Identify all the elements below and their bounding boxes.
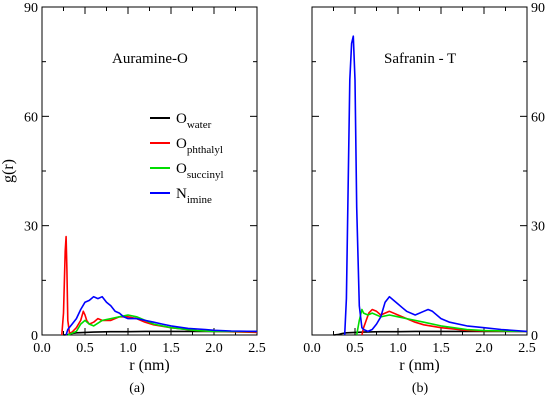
p1-series-line-2 [61, 235, 258, 336]
p2-y-tick-label: 30 [531, 220, 545, 235]
p1-x-axis-label: r (nm) [129, 357, 169, 374]
p1-x-tick-label: 0.5 [76, 341, 94, 356]
p2-x-tick-label: 0.0 [303, 341, 321, 356]
p1-x-tick-label: 2.5 [248, 341, 266, 356]
p2-series-line-3 [355, 308, 528, 336]
p1-legend-label-1: Owater [176, 111, 212, 131]
p1-annotation: Auramine-O [112, 51, 188, 67]
p2-y-tick-label: 90 [531, 1, 545, 16]
p1-x-tick-label: 0.0 [33, 341, 51, 356]
p1-series-line-3 [67, 314, 257, 336]
panel-label-a: (a) [129, 381, 145, 396]
p1-x-tick-label: 2.0 [205, 341, 223, 356]
p1-x-tick-label: 1.5 [162, 341, 180, 356]
p2-annotation: Safranin - T [384, 51, 456, 67]
p2-x-axis-label: r (nm) [399, 357, 439, 374]
p2-y-tick-label: 0 [531, 329, 538, 344]
p1-legend-label-3: Osuccinyl [176, 161, 224, 181]
p1-y-tick-label: 90 [24, 1, 38, 16]
p2-x-tick-label: 2.0 [475, 341, 493, 356]
p2-y-tick-label: 60 [531, 110, 545, 125]
p1-y-tick-label: 0 [31, 329, 38, 344]
p1-y-axis-label: g(r) [0, 159, 17, 183]
p2-series-line-4 [343, 35, 528, 336]
panel-label-b: (b) [412, 381, 429, 396]
p2-x-tick-label: 0.5 [346, 341, 364, 356]
p2-x-tick-label: 1.0 [389, 341, 407, 356]
p2-x-tick-label: 2.5 [518, 341, 536, 356]
p2-x-tick-label: 1.5 [432, 341, 450, 356]
p2-series-line-1 [333, 330, 527, 336]
p1-y-tick-label: 60 [24, 110, 38, 125]
p1-legend-label-2: Ophthalyl [176, 136, 223, 156]
p1-legend-label-4: Nimine [176, 186, 212, 206]
p1-series-line-4 [65, 295, 258, 336]
p1-x-tick-label: 1.0 [119, 341, 137, 356]
p1-y-tick-label: 30 [24, 220, 38, 235]
